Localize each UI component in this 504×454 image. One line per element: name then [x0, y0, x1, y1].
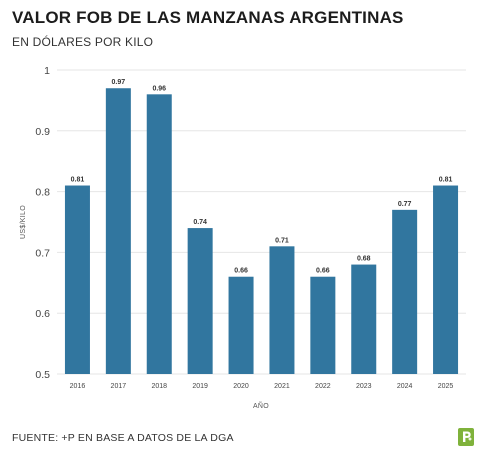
- x-tick-label: 2021: [274, 383, 290, 390]
- x-tick-label: 2023: [356, 383, 372, 390]
- p-logo-icon: [458, 428, 474, 446]
- bar: [269, 246, 295, 374]
- data-label: 0.77: [398, 201, 412, 208]
- data-label: 0.96: [152, 85, 166, 92]
- x-tick-label: 2019: [192, 383, 208, 390]
- x-tick-label: 2016: [70, 383, 86, 390]
- x-tick-label: 2017: [111, 383, 127, 390]
- bar: [351, 264, 377, 374]
- bar: [146, 94, 172, 374]
- bar: [187, 228, 213, 374]
- x-tick-label: 2024: [397, 383, 413, 390]
- bar: [310, 276, 336, 374]
- data-label: 0.81: [439, 177, 453, 184]
- data-label: 0.74: [193, 219, 207, 226]
- bar: [392, 209, 418, 374]
- bar: [433, 185, 459, 374]
- y-axis-ticks: 0.5 0.6 0.7 0.8 0.9 1: [35, 65, 50, 381]
- y-tick-label: 0.5: [35, 369, 50, 381]
- x-tick-label: 2020: [233, 383, 249, 390]
- y-tick-label: 0.7: [35, 247, 50, 259]
- y-tick-label: 1: [44, 65, 50, 77]
- chart-subtitle: EN DÓLARES POR KILO: [12, 35, 154, 49]
- data-label: 0.97: [112, 79, 126, 86]
- bar-chart: 0.5 0.6 0.7 0.8 0.9 1 0.81 0.97 0.96 0.74 0.66 0.7…: [20, 65, 466, 410]
- y-axis-label: US$/KILO: [20, 205, 27, 239]
- source-note: FUENTE: +P EN BASE A DATOS DE LA DGA: [12, 432, 234, 444]
- data-label: 0.81: [71, 177, 85, 184]
- y-tick-label: 0.8: [35, 187, 50, 199]
- x-axis-label: AÑO: [253, 401, 269, 410]
- bar: [64, 185, 90, 374]
- bar: [228, 276, 254, 374]
- x-axis-ticks: 2016 2017 2018 2019 2020 2021 2022 2023 2024 2025: [70, 383, 454, 390]
- chart-title: VALOR FOB DE LAS MANZANAS ARGENTINAS: [12, 8, 404, 27]
- y-tick-label: 0.6: [35, 308, 50, 320]
- bars: [64, 88, 459, 375]
- x-tick-label: 2018: [151, 383, 167, 390]
- x-tick-label: 2025: [438, 383, 454, 390]
- y-tick-label: 0.9: [35, 126, 50, 138]
- data-label: 0.71: [275, 237, 289, 244]
- data-label: 0.66: [316, 268, 330, 275]
- bar: [105, 88, 131, 375]
- x-tick-label: 2022: [315, 383, 331, 390]
- data-labels: 0.81 0.97 0.96 0.74 0.66 0.71 0.66 0.68 0.77 0.81: [71, 79, 453, 274]
- data-label: 0.66: [234, 268, 248, 275]
- data-label: 0.68: [357, 256, 371, 263]
